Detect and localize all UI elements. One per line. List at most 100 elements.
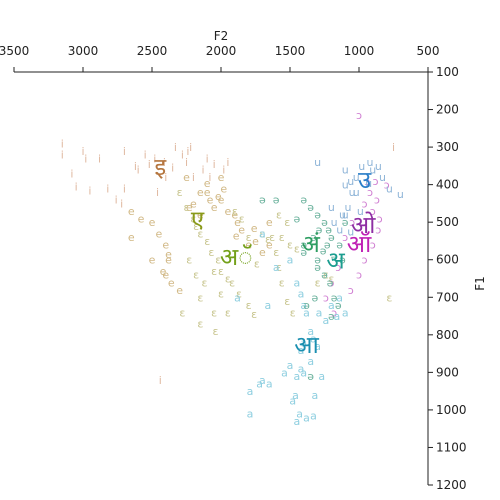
y-tick-label: 200	[436, 103, 459, 117]
data-point: ɔ	[367, 186, 373, 199]
vowel-label: उ	[358, 166, 372, 194]
data-point: ə	[321, 269, 328, 282]
data-point: ɛ	[239, 212, 245, 225]
data-point: ɛ	[197, 291, 203, 304]
vowel-label: अ	[326, 247, 345, 275]
data-point: e	[156, 227, 163, 240]
data-point: ə	[307, 201, 314, 214]
y-tick-label: 700	[436, 290, 459, 304]
data-point: ə	[321, 216, 328, 229]
data-point: ɛ	[229, 276, 235, 289]
data-point: a	[300, 336, 307, 349]
axes: 3500 3000 2500 2000 1500 1000 500 100 200 300 400…	[0, 29, 487, 492]
data-point: a	[311, 389, 318, 402]
data-point: ɔ	[370, 239, 376, 252]
data-point: ə	[303, 299, 310, 312]
data-point: a	[300, 299, 307, 312]
data-point: u	[344, 201, 351, 214]
data-point: ɔ	[331, 306, 337, 319]
data-point: a	[266, 378, 273, 391]
data-point: ɔ	[342, 231, 348, 244]
data-point: e	[197, 209, 204, 222]
data-point: a	[247, 408, 254, 421]
data-point: a	[289, 395, 296, 408]
data-point: ə	[324, 239, 331, 252]
data-point: ɛ	[273, 246, 279, 259]
data-point: e	[218, 194, 225, 207]
data-point: u	[357, 205, 364, 218]
data-point: a	[307, 355, 314, 368]
data-point: ə	[259, 194, 266, 207]
x-tick-label: 500	[417, 44, 440, 58]
data-point: u	[353, 186, 360, 199]
data-point: ɛ	[246, 299, 252, 312]
data-point: i	[164, 171, 167, 184]
data-point: a	[323, 314, 330, 327]
data-point: i	[137, 164, 140, 177]
data-point: e	[190, 197, 197, 210]
data-point: a	[294, 415, 301, 428]
data-point: ɛ	[190, 212, 196, 225]
data-point: ɔ	[370, 205, 376, 218]
data-point: a	[296, 408, 303, 421]
data-point: ɛ	[287, 239, 293, 252]
data-point: ə	[320, 244, 327, 257]
data-point: ɛ	[251, 308, 257, 321]
data-point: e	[231, 209, 238, 222]
data-point: i	[159, 374, 162, 387]
data-point: a	[314, 340, 321, 353]
data-point: ə	[300, 239, 307, 252]
data-point: e	[252, 235, 259, 248]
data-point: i	[213, 158, 216, 171]
data-point: u	[339, 209, 346, 222]
data-point: ɛ	[323, 269, 329, 282]
data-point: ɛ	[225, 306, 231, 319]
data-point: ɔ	[377, 212, 383, 225]
data-point: a	[298, 344, 305, 357]
data-point: i	[106, 182, 109, 195]
data-point: i	[115, 194, 118, 207]
data-point: ɛ	[284, 295, 290, 308]
data-point: a	[259, 374, 266, 387]
data-point: i	[144, 149, 147, 162]
data-point: ɛ	[259, 227, 265, 240]
data-point: e	[204, 177, 211, 190]
data-point: ə	[314, 254, 321, 267]
data-point: e	[162, 239, 169, 252]
vowel-label: ओ	[351, 211, 376, 239]
data-point: i	[208, 171, 211, 184]
data-point: e	[165, 254, 172, 267]
y-tick-label: 800	[436, 328, 459, 342]
data-point: ɛ	[218, 288, 224, 301]
data-point: i	[81, 145, 84, 158]
data-point: ɔ	[373, 175, 379, 188]
data-point: a	[234, 291, 241, 304]
data-point: ɛ	[265, 233, 271, 246]
data-point: u	[336, 224, 343, 237]
data-point: ə	[336, 239, 343, 252]
data-point: e	[211, 201, 218, 214]
data-point: a	[287, 254, 294, 267]
data-point: a	[247, 385, 254, 398]
data-point: ɛ	[201, 276, 207, 289]
vowel-label: आ	[294, 331, 319, 359]
data-point: ə	[342, 216, 349, 229]
data-point: ə	[316, 224, 323, 237]
data-point: u	[365, 177, 372, 190]
data-point: e	[238, 224, 245, 237]
data-point: e	[225, 205, 232, 218]
vowel-label: अॅ	[220, 243, 253, 271]
data-point: ɛ	[276, 209, 282, 222]
data-point: a	[336, 291, 343, 304]
data-point: u	[349, 186, 356, 199]
data-point: i	[123, 145, 126, 158]
data-point: a	[307, 325, 314, 338]
x-tick-label: 3000	[68, 44, 99, 58]
data-point: ɛ	[294, 242, 300, 255]
data-point: a	[265, 299, 272, 312]
data-point: ɛ	[276, 261, 282, 274]
data-point: ə	[300, 194, 307, 207]
data-point: ə	[331, 291, 338, 304]
data-point: ɔ	[375, 224, 381, 237]
